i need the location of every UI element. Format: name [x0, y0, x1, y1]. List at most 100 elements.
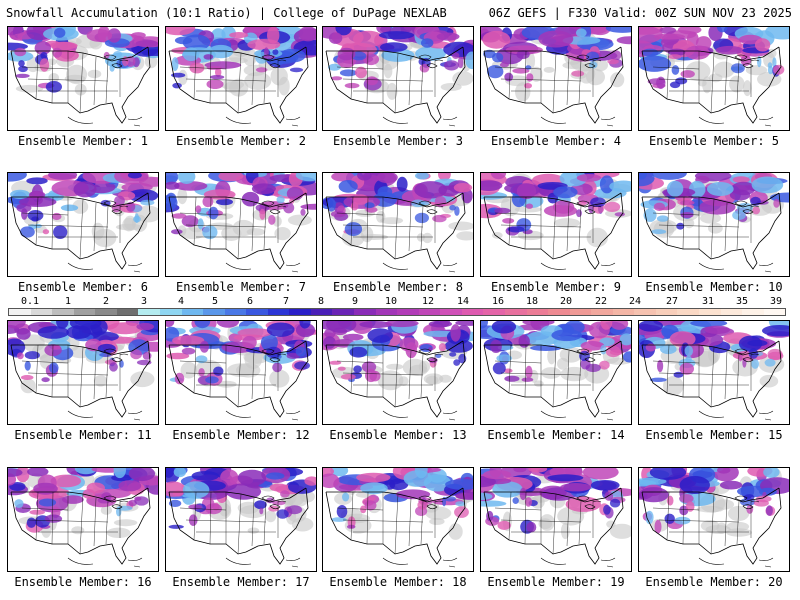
colorbar-swatch	[95, 309, 117, 315]
colorbar-tick-label: 7	[282, 296, 290, 307]
ensemble-member-label: Ensemble Member: 15	[645, 428, 783, 442]
ensemble-member-label: Ensemble Member: 2	[175, 134, 307, 148]
ensemble-member-label: Ensemble Member: 16	[14, 575, 152, 589]
colorbar-swatch	[9, 309, 31, 315]
ensemble-member-label: Ensemble Member: 18	[329, 575, 467, 589]
snowfall-map	[7, 172, 159, 277]
colorbar-swatch	[504, 309, 527, 315]
snowfall-map	[638, 467, 790, 572]
colorbar-swatch	[677, 309, 699, 315]
colorbar-swatch	[332, 309, 354, 315]
colorbar-swatch	[246, 309, 268, 315]
snowfall-map	[480, 26, 632, 131]
snowfall-map	[165, 172, 317, 277]
colorbar-swatch	[375, 309, 398, 315]
colorbar-tick-label: 24	[628, 296, 642, 307]
ensemble-member-label: Ensemble Member: 10	[645, 280, 783, 294]
colorbar-tick-label: 5	[211, 296, 219, 307]
colorbar-swatch	[73, 309, 96, 315]
colorbar-swatch	[52, 309, 74, 315]
snowfall-map	[638, 26, 790, 131]
snowfall-map	[322, 320, 474, 425]
colorbar-swatch	[461, 309, 484, 315]
colorbar-tick-label: 4	[177, 296, 185, 307]
ensemble-member-label: Ensemble Member: 9	[490, 280, 622, 294]
snowfall-map	[7, 467, 159, 572]
ensemble-member-label: Ensemble Member: 13	[329, 428, 467, 442]
colorbar-tick-label: 22	[594, 296, 608, 307]
ensemble-member-label: Ensemble Member: 3	[332, 134, 464, 148]
colorbar-swatch	[763, 309, 786, 315]
colorbar-swatch	[548, 309, 570, 315]
colorbar-tick-label: 35	[735, 296, 749, 307]
colorbar-swatch	[655, 309, 678, 315]
colorbar-tick-label: 2	[102, 296, 110, 307]
colorbar-swatch	[354, 309, 376, 315]
snowfall-map	[480, 320, 632, 425]
colorbar-tick-label: 9	[351, 296, 359, 307]
colorbar-swatch	[526, 309, 549, 315]
ensemble-member-label: Ensemble Member: 4	[490, 134, 622, 148]
ensemble-member-label: Ensemble Member: 7	[175, 280, 307, 294]
colorbar-tick-label: 16	[491, 296, 505, 307]
colorbar-tick-label: 3	[140, 296, 148, 307]
colorbar-swatch	[418, 309, 441, 315]
colorbar-swatch	[159, 309, 182, 315]
ensemble-member-label: Ensemble Member: 19	[487, 575, 625, 589]
snowfall-map	[322, 172, 474, 277]
colorbar-swatches	[8, 308, 786, 316]
snowfall-colorbar: 0.1 1 2 3 4 5 6 7 8 9 10 12 14 16 18 20 22 24 27 31 35 39	[8, 297, 792, 319]
ensemble-member-label: Ensemble Member: 6	[17, 280, 149, 294]
snowfall-map	[7, 26, 159, 131]
colorbar-tick-label: 14	[456, 296, 470, 307]
colorbar-swatch	[634, 309, 656, 315]
colorbar-swatch	[138, 309, 160, 315]
colorbar-tick-label: 39	[769, 296, 783, 307]
colorbar-tick-label: 20	[559, 296, 573, 307]
ensemble-member-label: Ensemble Member: 11	[14, 428, 152, 442]
colorbar-swatch	[397, 309, 419, 315]
colorbar-swatch	[30, 309, 53, 315]
colorbar-labels: 0.1 1 2 3 4 5 6 7 8 9 10 12 14 16 18 20 22 24 27 31 35 39	[8, 297, 792, 307]
header: Snowfall Accumulation (10:1 Ratio) | Col…	[0, 0, 800, 24]
colorbar-tick-label: 31	[701, 296, 715, 307]
snowfall-map	[165, 26, 317, 131]
colorbar-tick-label: 18	[525, 296, 539, 307]
snowfall-map	[7, 320, 159, 425]
ensemble-member-label: Ensemble Member: 5	[648, 134, 780, 148]
snowfall-map	[638, 320, 790, 425]
snowfall-map	[480, 467, 632, 572]
header-title: Snowfall Accumulation (10:1 Ratio) | Col…	[6, 6, 447, 20]
colorbar-swatch	[742, 309, 764, 315]
ensemble-member-label: Ensemble Member: 12	[172, 428, 310, 442]
colorbar-swatch	[224, 309, 247, 315]
snowfall-map	[322, 26, 474, 131]
colorbar-swatch	[116, 309, 139, 315]
colorbar-swatch	[181, 309, 204, 315]
header-valid-time: 06Z GEFS | F330 Valid: 00Z SUN NOV 23 20…	[488, 6, 792, 20]
snowfall-map	[638, 172, 790, 277]
colorbar-swatch	[591, 309, 613, 315]
colorbar-swatch	[720, 309, 743, 315]
snowfall-map	[165, 320, 317, 425]
colorbar-swatch	[612, 309, 635, 315]
colorbar-tick-label: 1	[64, 296, 72, 307]
ensemble-member-label: Ensemble Member: 8	[332, 280, 464, 294]
colorbar-swatch	[289, 309, 311, 315]
ensemble-member-label: Ensemble Member: 17	[172, 575, 310, 589]
colorbar-swatch	[267, 309, 290, 315]
colorbar-swatch	[483, 309, 505, 315]
ensemble-member-label: Ensemble Member: 1	[17, 134, 149, 148]
colorbar-tick-label: 0.1	[20, 296, 40, 307]
snowfall-map	[165, 467, 317, 572]
snowfall-map	[322, 467, 474, 572]
colorbar-swatch	[203, 309, 225, 315]
colorbar-tick-label: 27	[665, 296, 679, 307]
colorbar-swatch	[310, 309, 333, 315]
colorbar-tick-label: 8	[317, 296, 325, 307]
colorbar-swatch	[569, 309, 592, 315]
colorbar-tick-label: 6	[246, 296, 254, 307]
colorbar-swatch	[699, 309, 721, 315]
colorbar-swatch	[440, 309, 462, 315]
ensemble-member-label: Ensemble Member: 14	[487, 428, 625, 442]
